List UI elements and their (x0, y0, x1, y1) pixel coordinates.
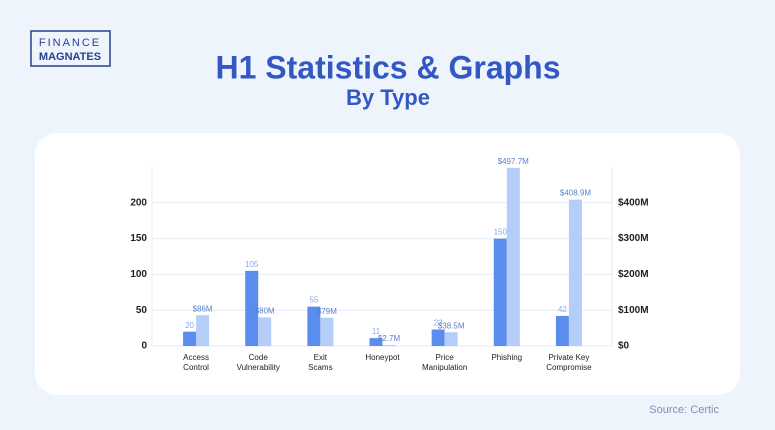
bar (245, 270, 259, 346)
x-tick-label: Exit Scams (308, 353, 332, 372)
data-label: $2.7M (378, 334, 401, 343)
y-tick-label: 100 (130, 269, 147, 280)
chart-title: H1 Statistics & Graphs (216, 49, 561, 85)
y-tick-label: 150 (130, 233, 147, 244)
data-label: 42 (558, 305, 567, 314)
y-tick-label: 50 (136, 305, 148, 316)
data-label: $497.7M (498, 157, 529, 166)
logo-box (30, 30, 111, 67)
bar (444, 332, 458, 346)
x-tick-label: Honeypot (365, 353, 400, 362)
data-label: 150 (494, 228, 508, 237)
x-tick-label: Access Control (183, 353, 209, 372)
logo-text: FINANCE (39, 37, 101, 49)
logo-text: MAGNATES (39, 51, 101, 63)
bar (555, 315, 569, 346)
data-label: $79M (317, 307, 337, 316)
bar (183, 331, 197, 346)
y-tick-label: 0 (141, 341, 147, 352)
y2-tick-label: $200M (618, 269, 649, 280)
x-tick-label: Code Vulnerability (237, 353, 280, 372)
bar (506, 167, 520, 346)
x-tick-label: Private Key Compromise (546, 353, 592, 372)
bar (320, 317, 334, 346)
bar (258, 317, 272, 346)
chart-subtitle: By Type (346, 85, 430, 110)
y2-tick-label: $0 (618, 341, 630, 352)
bar (307, 306, 321, 346)
data-label: $408.9M (560, 189, 591, 198)
data-label: 55 (309, 296, 318, 305)
bar (493, 238, 507, 346)
data-label: 20 (185, 321, 194, 330)
data-label: $80M (255, 306, 275, 315)
y2-tick-label: $400M (618, 197, 649, 208)
bar (431, 329, 445, 346)
data-label: 105 (245, 260, 259, 269)
source: Source: Certic (649, 404, 719, 416)
y2-tick-label: $300M (618, 233, 649, 244)
data-label: 23 (434, 319, 443, 328)
data-label: $38.5M (438, 321, 465, 330)
data-label: 11 (372, 327, 381, 336)
bar (568, 199, 582, 346)
bar (196, 315, 210, 346)
bar (369, 338, 383, 346)
x-tick-label: Price Manipulation (422, 353, 467, 372)
y-tick-label: 200 (130, 197, 147, 208)
bar (382, 345, 396, 346)
x-tick-label: Phishing (491, 353, 522, 362)
y2-tick-label: $100M (618, 305, 649, 316)
data-label: $86M (193, 304, 213, 313)
